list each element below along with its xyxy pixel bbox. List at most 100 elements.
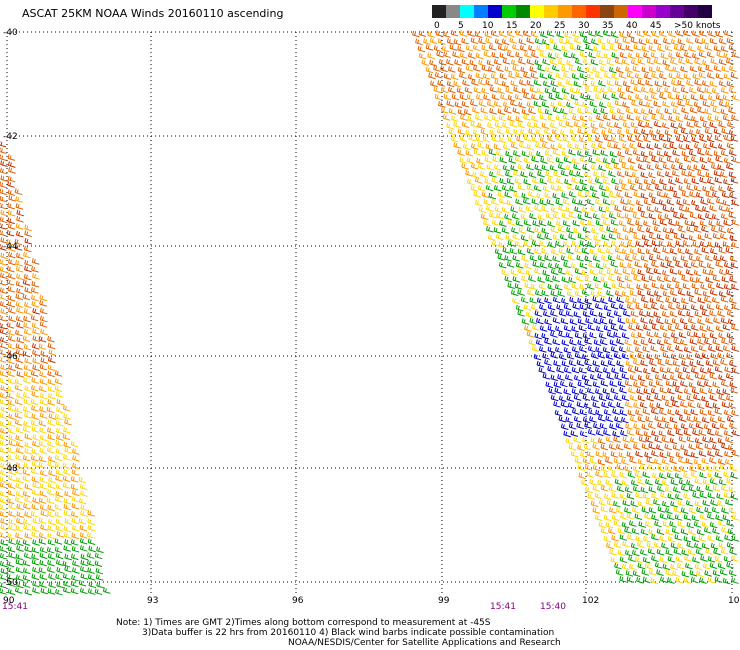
wind-barb [78,476,87,484]
legend-color-bar [432,5,712,18]
wind-barb [608,66,617,74]
wind-barb [486,164,495,171]
wind-barb [440,86,449,94]
wind-barb [64,565,72,573]
wind-barb [656,190,665,198]
wind-barb [63,468,71,476]
wind-barb [686,164,695,172]
wind-barb [678,58,686,65]
wind-barb [560,169,569,177]
wind-barb [686,373,694,381]
wind-barb [70,580,79,588]
wind-barb [6,497,15,505]
wind-barb [429,80,438,88]
wind-barb [595,450,604,458]
wind-barb [696,359,704,367]
wind-barb [638,184,647,191]
wind-barb [510,289,519,297]
wind-barb [542,269,550,277]
wind-barb [608,170,616,178]
wind-barb [629,394,638,402]
wind-barb [544,192,552,199]
wind-barb [712,232,721,240]
wind-barb [648,443,656,450]
wind-barb [0,216,8,224]
wind-barb [611,93,619,100]
wind-barb [39,476,47,484]
wind-barb [558,248,567,255]
wind-barb [493,143,502,151]
wind-barb [31,460,40,468]
wind-barb [0,266,8,274]
wind-barb [547,262,556,270]
wind-barb [541,289,549,297]
wind-barb [727,318,736,326]
wind-barb [518,101,526,109]
wind-barb [713,548,721,556]
wind-barb [505,150,513,158]
wind-barb [705,317,713,324]
legend-swatch [502,5,516,18]
wind-barb [433,45,442,52]
wind-barb [730,555,739,562]
wind-barb [719,233,728,240]
wind-barb [724,30,732,37]
wind-barb [726,227,735,235]
wind-barb [633,191,642,198]
wind-barb [23,518,31,526]
wind-barb [576,422,584,430]
wind-barb [707,282,716,290]
wind-barb [643,240,652,247]
wind-barb [676,303,684,311]
wind-barb [637,458,646,466]
wind-barb [499,156,508,164]
wind-barb [635,135,643,142]
wind-barb [603,241,612,248]
wind-barb [679,465,688,473]
wind-barb [7,202,15,210]
wind-barb [615,569,624,576]
wind-barb [23,322,31,329]
wind-barb [723,492,732,499]
wind-barb [721,65,730,73]
wind-barb [16,581,24,589]
wind-barb [707,576,716,584]
wind-barb [62,475,71,483]
wind-barb [47,588,56,595]
wind-barb [689,191,697,198]
wind-barb [714,135,723,142]
wind-barb [563,156,572,164]
wind-barb [600,276,609,283]
wind-barb [706,51,715,58]
wind-barb [451,115,459,122]
wind-barb [470,185,479,192]
wind-barb [30,398,39,406]
wind-barb [468,134,477,142]
wind-barb [635,240,644,248]
wind-barb [713,317,721,324]
wind-barb [626,114,635,121]
wind-barb [634,556,643,564]
wind-barb [715,260,724,268]
wind-barb [673,548,682,555]
wind-barb [576,171,584,178]
wind-barb [606,226,614,233]
wind-barb [588,408,596,416]
wind-barb [576,275,584,282]
wind-barb [47,419,56,426]
wind-barb [63,525,72,533]
wind-barb [699,387,708,395]
wind-barb [592,485,601,492]
wind-barb [690,304,699,311]
wind-barb [538,346,547,353]
wind-barb [490,73,499,80]
wind-barb [481,149,490,157]
wind-barb [590,205,598,213]
wind-barb [697,338,705,345]
wind-barb [670,206,678,214]
wind-barb [0,490,8,498]
wind-barb [670,58,678,65]
wind-barb [47,356,56,364]
wind-barb [512,254,520,262]
wind-barb [564,31,572,39]
